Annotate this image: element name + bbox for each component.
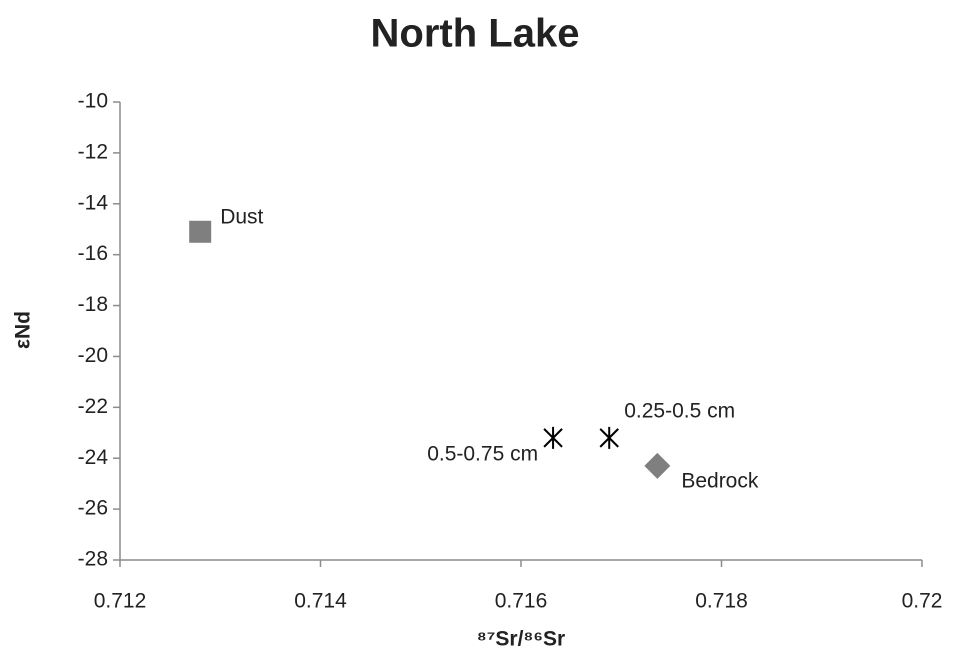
point: [189, 220, 212, 243]
chart-title: North Lake: [371, 12, 580, 56]
y-tick-label: -24: [78, 446, 109, 469]
point: [543, 426, 563, 449]
x-tick-label: 0.72: [902, 590, 943, 613]
x-axis-label: ⁸⁷Sr/⁸⁶Sr: [477, 628, 565, 651]
point-label: Dust: [220, 205, 263, 228]
x-tick-label: 0.716: [495, 590, 548, 613]
y-tick-label: -16: [78, 242, 108, 265]
y-tick-label: -14: [78, 191, 109, 214]
y-tick-label: -18: [78, 293, 108, 316]
y-axis-label: εNd: [12, 311, 35, 349]
y-tick-label: -10: [78, 90, 108, 113]
y-tick-label: -12: [78, 140, 108, 163]
point: [599, 426, 619, 449]
y-tick-label: -22: [78, 395, 108, 418]
point-label: 0.25-0.5 cm: [624, 399, 735, 422]
y-tick-label: -20: [78, 344, 108, 367]
x-tick-label: 0.712: [94, 590, 147, 613]
x-tick-label: 0.718: [695, 590, 748, 613]
x-tick-label: 0.714: [294, 590, 347, 613]
y-tick-label: -28: [78, 548, 108, 571]
y-tick-label: -26: [78, 497, 108, 520]
point-label: 0.5-0.75 cm: [427, 442, 538, 465]
point-label: Bedrock: [681, 469, 759, 492]
point: [644, 452, 671, 479]
